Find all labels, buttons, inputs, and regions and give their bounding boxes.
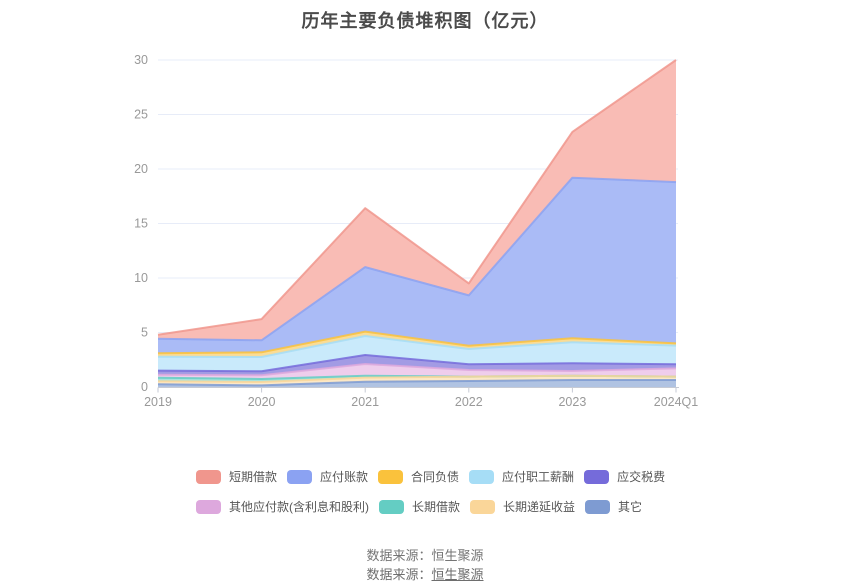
line-contract-liabilities [157, 330, 677, 355]
legend-label: 长期递延收益 [503, 500, 576, 514]
legend-item-employee-compensation-payable[interactable]: 应付职工薪酬 [469, 468, 574, 485]
legend-label: 其他应付款(含利息和股利) [229, 500, 369, 514]
legend-swatch-employee-compensation-payable [469, 469, 495, 484]
legend-item-contract-liabilities[interactable]: 合同负债 [378, 468, 459, 485]
line-accounts-payable [157, 176, 677, 342]
line-short-term-borrowings [157, 59, 677, 336]
legend-item-other[interactable]: 其它 [585, 498, 642, 515]
legend-label: 短期借款 [229, 470, 278, 484]
legend-swatch-contract-liabilities [378, 469, 404, 484]
legend-label: 合同负债 [411, 470, 460, 484]
legend-swatch-accounts-payable [287, 469, 313, 484]
legend-item-taxes-payable[interactable]: 应交税费 [584, 468, 665, 485]
series-lines [157, 59, 677, 387]
y-tick-label: 10 [134, 271, 148, 285]
chart-legend: 短期借款 应付账款 合同负债 应付职工薪酬 应交税费其他应付款(含利息和股利) 长期借款 长… [196, 468, 665, 515]
legend-label: 其它 [618, 500, 643, 514]
legend-swatch-short-term-borrowings [196, 469, 221, 484]
x-tick-label: 2023 [558, 395, 586, 409]
line-other [157, 379, 676, 387]
legend-label: 应付职工薪酬 [502, 470, 575, 484]
y-tick-label: 15 [134, 217, 148, 231]
legend-item-long-term-deferred-income[interactable]: 长期递延收益 [470, 498, 575, 515]
legend-swatch-other [585, 499, 611, 514]
chart-title: 历年主要负债堆积图（亿元） [301, 11, 549, 31]
data-source: 数据来源：恒生聚源 [366, 548, 484, 563]
legend-swatch-other-payables-incl-interest-dividends [196, 499, 221, 514]
line-employee-compensation-payable [157, 335, 677, 358]
legend-item-accounts-payable[interactable]: 应付账款 [287, 468, 368, 485]
legend-item-long-term-borrowings[interactable]: 长期借款 [379, 498, 460, 515]
x-tick-label: 2024Q1 [654, 395, 699, 409]
legend-item-other-payables-incl-interest-dividends[interactable]: 其他应付款(含利息和股利) [196, 498, 369, 515]
legend-row: 其他应付款(含利息和股利) 长期借款 长期递延收益 其它 [196, 498, 665, 515]
legend-item-short-term-borrowings[interactable]: 短期借款 [196, 468, 277, 485]
x-tick-label: 2021 [351, 395, 379, 409]
data-source-clipped: 数据来源：恒生聚源 [0, 564, 850, 583]
y-tick-label: 25 [134, 108, 148, 122]
y-tick-label: 5 [141, 326, 148, 340]
x-axis-labels: 2019 2020 2021 2022 2023 2024Q1 [144, 395, 698, 409]
line-taxes-payable [157, 354, 677, 373]
legend-label: 应交税费 [617, 470, 666, 484]
x-tick-label: 2022 [455, 395, 483, 409]
x-tick-label: 2020 [248, 395, 276, 409]
y-axis-labels: 0 5 10 15 20 25 30 [134, 53, 148, 394]
stacked-area-chart[interactable]: 0 5 10 15 20 25 30 2019 2020 2021 2022 2023 2024Q1 [0, 0, 850, 430]
legend-swatch-long-term-borrowings [379, 499, 404, 514]
y-tick-label: 0 [141, 380, 148, 394]
y-tick-label: 20 [134, 162, 148, 176]
legend-label: 长期借款 [412, 500, 461, 514]
area-contract-liabilities [158, 331, 676, 357]
y-tick-label: 30 [134, 53, 148, 67]
legend-swatch-taxes-payable [584, 469, 610, 484]
line-long-term-deferred-income [157, 374, 677, 383]
legend-row: 短期借款 应付账款 合同负债 应付职工薪酬 应交税费 [196, 468, 665, 485]
x-tick-label: 2019 [144, 395, 172, 409]
legend-swatch-long-term-deferred-income [470, 499, 496, 514]
line-other-payables-incl-interest-dividends [157, 363, 677, 377]
legend-label: 应付账款 [320, 470, 369, 484]
x-axis [157, 387, 679, 393]
area-accounts-payable [158, 177, 676, 354]
